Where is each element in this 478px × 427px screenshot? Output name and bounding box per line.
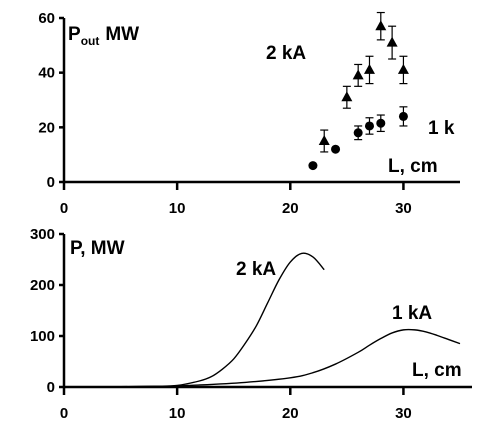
data-point-circle: [353, 128, 363, 138]
bottom-x-tick-label: 10: [169, 405, 186, 422]
bottom-x-tick-label: 20: [282, 405, 299, 422]
data-point-triangle: [341, 91, 353, 102]
top-y-tick-label: 20: [38, 119, 55, 136]
top-x-tick-label: 0: [60, 200, 68, 217]
top-x-axis-label: L, cm: [388, 156, 438, 177]
data-point-triangle: [363, 63, 375, 74]
series-line-1ka: [63, 328, 461, 388]
bottom-x-tick-label: 30: [395, 405, 412, 422]
data-point-triangle: [386, 36, 398, 47]
top-y-tick-label: 0: [47, 174, 55, 191]
top-chart: 0 20 40 60 0 10 20 30 Pout MW L, cm 2 kA 1 k: [38, 10, 460, 217]
data-point-triangle: [318, 135, 330, 145]
title-main: P: [68, 24, 81, 45]
data-point-circle: [308, 161, 318, 171]
bottom-chart: 0 100 200 300 0 10 20 30 P, MW L, cm 2 kA 1 kA: [30, 226, 472, 422]
bottom-x-tick-label: 0: [60, 405, 68, 422]
data-point-circle: [376, 118, 386, 128]
data-point-circle: [398, 111, 408, 121]
bottom-y-tick-label: 200: [30, 277, 55, 294]
data-point-circle: [364, 121, 374, 131]
top-x-tick-label: 10: [169, 200, 186, 217]
bottom-series-label-1ka: 1 kA: [392, 303, 432, 324]
title-unit: MW: [105, 24, 139, 45]
top-series-label-2ka: 2 kA: [266, 43, 306, 64]
bottom-y-tick-label: 100: [30, 328, 55, 345]
data-point-triangle: [397, 63, 409, 74]
data-point-triangle: [375, 20, 387, 31]
data-point-circle: [331, 144, 341, 154]
top-x-tick-label: 30: [395, 200, 412, 217]
data-point-triangle: [352, 69, 364, 80]
bottom-x-axis-label: L, cm: [412, 360, 462, 381]
bottom-y-tick-label: 0: [47, 379, 55, 396]
bottom-y-tick-label: 300: [30, 226, 55, 243]
series-line-2ka: [63, 252, 325, 388]
top-y-tick-label: 40: [38, 65, 55, 82]
top-x-tick-label: 20: [282, 200, 299, 217]
bottom-series-label-2ka: 2 kA: [236, 259, 276, 280]
bottom-chart-title: P, MW: [70, 238, 125, 259]
top-chart-title: Pout MW: [68, 24, 139, 48]
title-sub: out: [81, 34, 100, 48]
top-series-label-1k: 1 k: [428, 118, 455, 139]
top-y-tick-label: 60: [38, 10, 55, 27]
